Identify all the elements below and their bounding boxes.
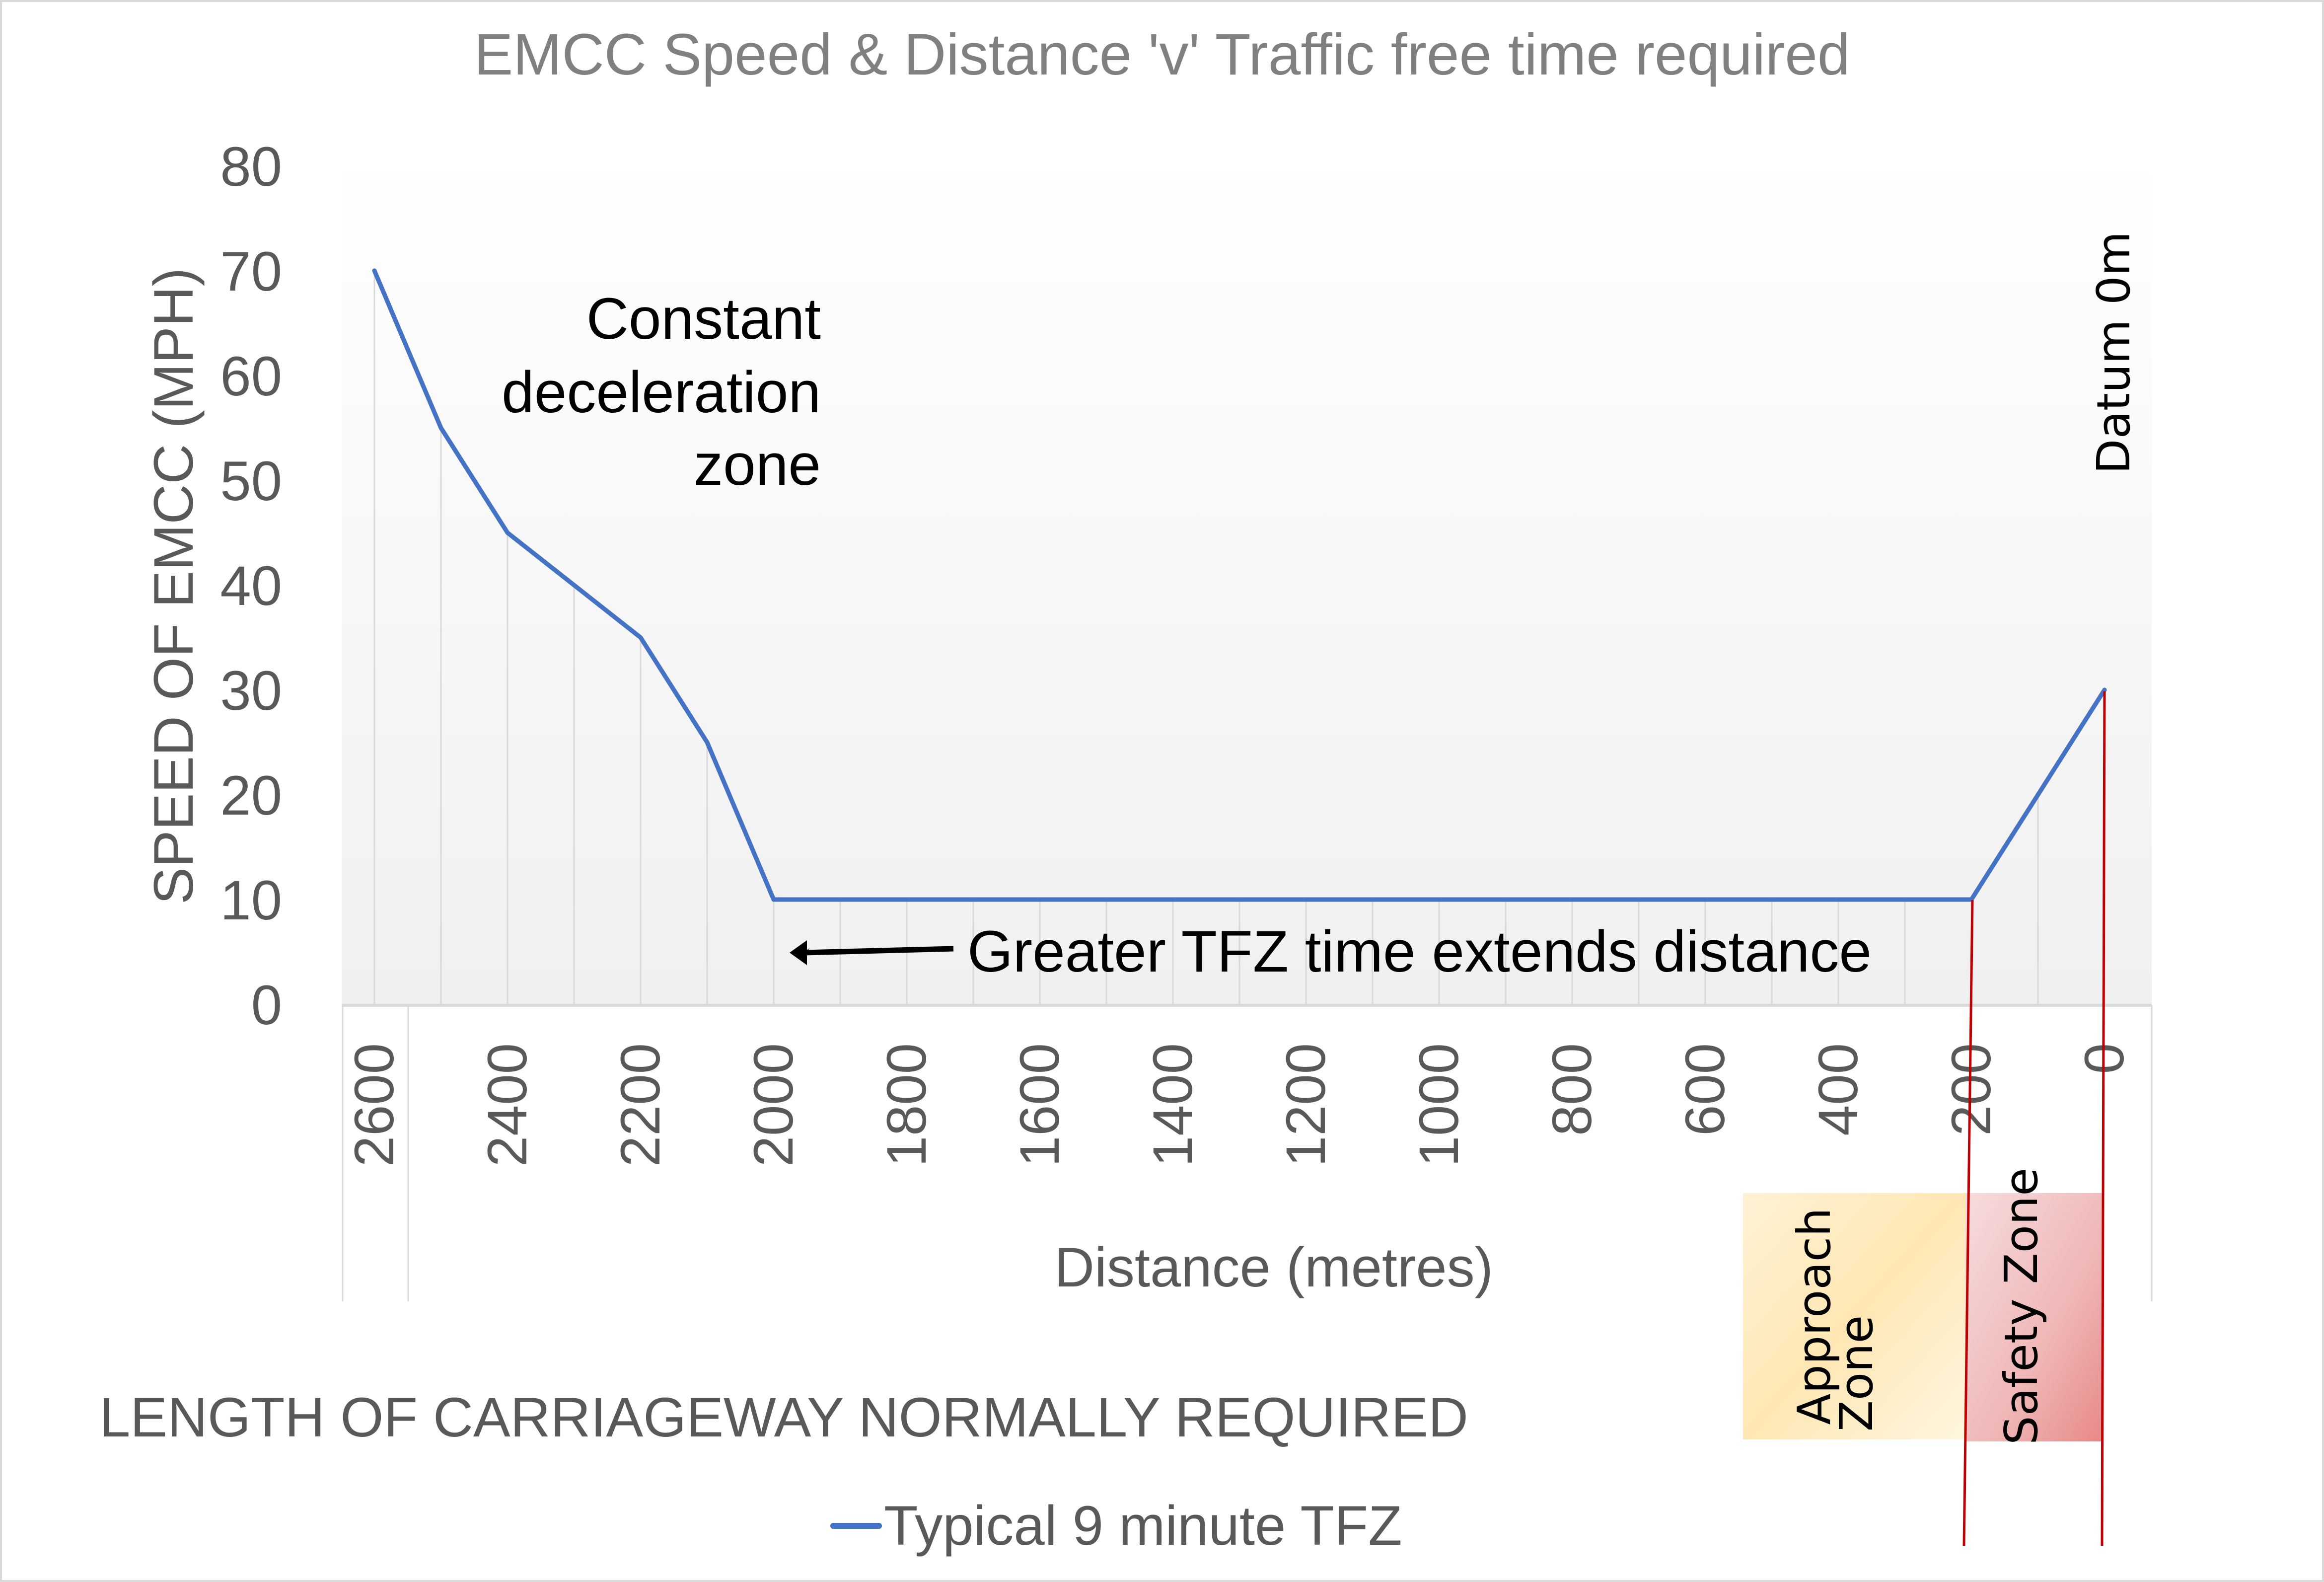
approach-zone-box [1743,1193,1965,1439]
x-axis-title: Distance (metres) [1054,1236,1493,1298]
legend: Typical 9 minute TFZ [830,1495,1402,1557]
data-point-2500 [438,426,443,430]
x-tick-labels: 2600 2400 2200 2000 1800 1600 1400 1200 1000 800 6… [343,1043,2135,1167]
x-tick-label-2400: 2400 [476,1043,538,1167]
data-point-1000 [1437,897,1442,902]
x-tick-label-1400: 1400 [1142,1043,1204,1167]
x-tick-label-2200: 2200 [609,1043,671,1167]
x-tick-label-400: 400 [1807,1043,1869,1136]
datum-label: Datum 0m [2087,231,2140,474]
data-point-2300 [572,583,577,588]
data-point-1900 [838,897,843,902]
deceleration-zone-line3: zone [694,432,821,498]
y-tick-label-30: 30 [220,660,282,722]
x-tick-label-1600: 1600 [1009,1043,1071,1167]
deceleration-zone-line1: Constant [586,286,821,352]
data-point-800 [1570,897,1575,902]
data-point-1700 [971,897,976,902]
approach-zone-label-line1: Approach [1788,1207,1841,1425]
y-tick-label-80: 80 [220,136,282,198]
tfz-note: Greater TFZ time extends distance [967,919,1872,984]
data-point-600 [1703,897,1708,902]
data-point-1100 [1370,897,1375,902]
y-tick-label-10: 10 [220,869,282,931]
approach-zone-label-line2: Zone [1830,1315,1883,1431]
datum-marker [2101,691,2106,1546]
data-point-900 [1503,897,1508,902]
data-point-2200 [638,635,643,640]
data-point-500 [1769,897,1774,902]
deceleration-zone-line2: deceleration [502,360,821,425]
y-tick-labels: 0 10 20 30 40 50 60 70 80 [220,136,282,1036]
safety-zone-start-marker [1962,900,1974,1546]
y-tick-label-50: 50 [220,450,282,512]
y-tick-label-40: 40 [220,555,282,617]
y-tick-label-20: 20 [220,764,282,827]
data-point-700 [1636,897,1641,902]
safety-zone-label: Safety Zone [1995,1168,2048,1445]
y-tick-label-70: 70 [220,240,282,302]
data-point-2100 [705,740,710,745]
data-point-1800 [904,897,909,902]
x-tick-label-800: 800 [1541,1043,1603,1136]
chart-title: EMCC Speed & Distance 'v' Traffic free t… [474,22,1850,87]
x-tick-label-2600: 2600 [343,1043,405,1167]
data-point-300 [1902,897,1907,902]
data-point-1200 [1304,897,1308,902]
data-point-2000 [771,897,776,902]
data-point-100 [2035,792,2040,797]
data-point-1600 [1037,897,1042,902]
data-point-1300 [1237,897,1242,902]
plot-area [342,149,2152,1004]
y-tick-label-0: 0 [251,974,282,1036]
legend-label: Typical 9 minute TFZ [884,1495,1402,1557]
x-tick-label-1000: 1000 [1408,1043,1470,1167]
data-point-1500 [1104,897,1109,902]
safety-zone-box [1965,1193,2104,1441]
x-tick-label-1800: 1800 [875,1043,938,1167]
data-point-400 [1836,897,1841,902]
x-tick-label-600: 600 [1674,1043,1736,1136]
data-point-1400 [1170,897,1175,902]
data-point-2400 [505,530,510,535]
carriageway-length-label: LENGTH OF CARRIAGEWAY NORMALLY REQUIRED [99,1386,1468,1448]
data-point-0 [2102,687,2107,692]
series-points [372,268,2107,902]
y-tick-label-60: 60 [220,345,282,407]
x-tick-label-2000: 2000 [742,1043,804,1167]
y-axis-title: SPEED OF EMCC (MPH) [143,268,205,904]
left-arrow-icon [790,940,954,965]
x-tick-label-1200: 1200 [1275,1043,1337,1167]
data-point-2600 [372,268,377,273]
